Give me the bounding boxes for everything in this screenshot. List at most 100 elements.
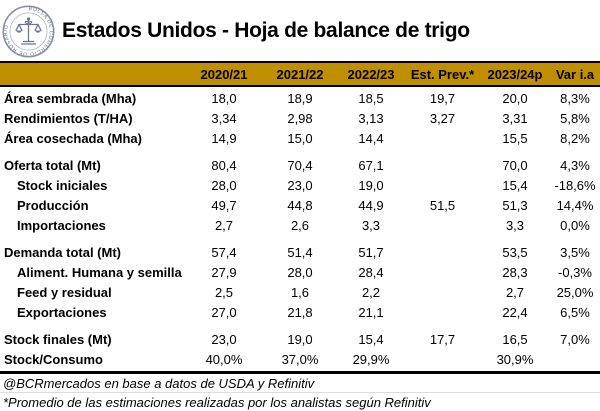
cell-value: 21,8 [287, 304, 313, 320]
table-row: Rendimientos (T/HA) 3,34 2,98 3,13 3,27 3,31 5… [0, 108, 600, 128]
cell-value: 15,4 [358, 331, 384, 347]
cell-value: 21,1 [358, 304, 384, 320]
cell-value: 15,0 [287, 130, 313, 146]
table-row: Stock/Consumo 40,0% 37,0% 29,9% 30,9% [0, 349, 600, 369]
cell-value: 20,0 [502, 90, 528, 106]
cell-value: 28,0 [211, 177, 237, 193]
table-section: Stock finales (Mt) 23,0 19,0 15,4 17,7 16,5 7,… [0, 329, 600, 369]
table-row: Producción 49,7 44,8 44,9 51,5 51,3 14,4% [0, 195, 600, 215]
row-label: Demanda total (Mt) [4, 244, 121, 260]
cell-value: 0,0% [560, 217, 590, 233]
cell-value: -0,3% [558, 264, 592, 280]
cell-value: 23,0 [211, 331, 237, 347]
title-bar: BOLSA DE COMERCIO DE ROSARIO Estados Uni… [0, 0, 600, 61]
cell-value: 19,0 [287, 331, 313, 347]
row-label: Área sembrada (Mha) [4, 90, 137, 106]
scales-icon [15, 17, 42, 45]
cell-value: 40,0% [205, 351, 243, 367]
table-row: Oferta total (Mt) 80,4 70,4 67,1 70,0 4,3% [0, 155, 600, 175]
cell-value: 3,27 [429, 110, 456, 126]
footnotes: @BCRmercados en base a datos de USDA y R… [0, 374, 600, 411]
cell-value: 51,4 [287, 244, 313, 260]
cell-value: 29,9% [352, 351, 390, 367]
cell-value: 57,4 [211, 244, 237, 260]
row-label: Exportaciones [17, 304, 107, 320]
row-label: Aliment. Humana y semilla [17, 264, 182, 280]
cell-value: 2,6 [290, 217, 310, 233]
cell-value: 4,3% [560, 157, 590, 173]
cell-value: -18,6% [554, 177, 596, 193]
cell-value: 2,7 [505, 284, 525, 300]
cell-value: 2,98 [287, 110, 313, 126]
cell-value: 1,6 [290, 284, 310, 300]
table-row: Área sembrada (Mha) 18,0 18,9 18,5 19,7 20,0 8… [0, 88, 600, 108]
cell-value: 7,0% [560, 331, 590, 347]
cell-value: 28,0 [287, 264, 313, 280]
cell-value: 3,3 [361, 217, 381, 233]
table-section: Área sembrada (Mha) 18,0 18,9 18,5 19,7 20,0 8… [0, 88, 600, 148]
table-row: Importaciones 2,7 2,6 3,3 3,3 0,0% [0, 215, 600, 235]
cell-value: 15,5 [502, 130, 528, 146]
table-header-row: 2020/21 2021/22 2022/23 Est. Prev.* 2023/24p… [0, 61, 600, 87]
cell-value: 3,3 [505, 217, 525, 233]
cell-value: 18,9 [287, 90, 313, 106]
cell-value: 2,5 [214, 284, 234, 300]
table-section: Demanda total (Mt) 57,4 51,4 51,7 53,5 3,5% Al… [0, 242, 600, 322]
cell-value: 15,4 [502, 177, 528, 193]
cell-value: 51,7 [358, 244, 384, 260]
cell-value: 5,8% [560, 110, 590, 126]
table-body: Área sembrada (Mha) 18,0 18,9 18,5 19,7 20,0 8… [0, 88, 600, 369]
table-row: Aliment. Humana y semilla 27,9 28,0 28,4 28,… [0, 262, 600, 282]
cell-value: 70,0 [502, 157, 528, 173]
column-header: 2023/24p [487, 66, 543, 82]
cell-value: 6,5% [560, 304, 590, 320]
row-label: Stock/Consumo [4, 351, 103, 367]
cell-value: 14,9 [211, 130, 237, 146]
source-note: @BCRmercados en base a datos de USDA y R… [3, 376, 315, 391]
table-row: Demanda total (Mt) 57,4 51,4 51,7 53,5 3,5% [0, 242, 600, 262]
cell-value: 3,13 [358, 110, 384, 126]
cell-value: 30,9% [496, 351, 534, 367]
cell-value: 53,5 [502, 244, 528, 260]
row-label: Stock finales (Mt) [4, 331, 112, 347]
cell-value: 3,31 [502, 110, 528, 126]
cell-value: 22,4 [502, 304, 528, 320]
cell-value: 49,7 [211, 197, 237, 213]
cell-value: 19,7 [429, 90, 456, 106]
column-header: Est. Prev.* [410, 66, 475, 82]
cell-value: 67,1 [358, 157, 384, 173]
table-row: Stock iniciales 28,0 23,0 19,0 15,4 -18,6% [0, 175, 600, 195]
cell-value: 16,5 [502, 331, 528, 347]
cell-value: 80,4 [211, 157, 237, 173]
row-label: Rendimientos (T/HA) [4, 110, 133, 126]
cell-value: 37,0% [281, 351, 319, 367]
page-title: Estados Unidos - Hoja de balance de trig… [62, 18, 470, 42]
cell-value: 44,9 [358, 197, 384, 213]
row-label: Oferta total (Mt) [4, 157, 101, 173]
column-header: 2022/23 [347, 66, 395, 82]
cell-value: 25,0% [556, 284, 594, 300]
column-header: Var i.a [555, 66, 595, 82]
table-section: Oferta total (Mt) 80,4 70,4 67,1 70,0 4,3% Sto… [0, 155, 600, 235]
estimate-note: *Promedio de las estimaciones realizadas… [3, 395, 431, 410]
cell-value: 44,8 [287, 197, 313, 213]
cell-value: 18,0 [211, 90, 237, 106]
table-row: Feed y residual 2,5 1,6 2,2 2,7 25,0% [0, 282, 600, 302]
column-header: 2021/22 [276, 66, 324, 82]
cell-value: 2,2 [361, 284, 381, 300]
cell-value: 70,4 [287, 157, 313, 173]
cell-value: 51,3 [502, 197, 528, 213]
column-header: 2020/21 [200, 66, 248, 82]
row-label: Importaciones [17, 217, 106, 233]
cell-value: 3,5% [560, 244, 590, 260]
table-bottom-rule [0, 371, 600, 374]
cell-value: 27,0 [211, 304, 237, 320]
cell-value: 28,4 [358, 264, 384, 280]
cell-value: 18,5 [358, 90, 384, 106]
row-label: Feed y residual [17, 284, 112, 300]
cell-value: 8,3% [560, 90, 590, 106]
row-label: Área cosechada (Mha) [4, 130, 142, 146]
cell-value: 27,9 [211, 264, 237, 280]
cell-value: 19,0 [358, 177, 384, 193]
